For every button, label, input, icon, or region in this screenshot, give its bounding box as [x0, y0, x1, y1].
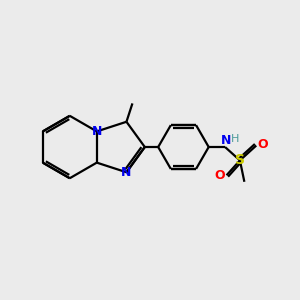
Text: S: S — [235, 153, 245, 167]
Text: N: N — [92, 125, 102, 138]
Text: N: N — [121, 166, 132, 179]
Text: O: O — [257, 138, 268, 152]
Text: N: N — [220, 134, 231, 147]
Text: O: O — [215, 169, 225, 182]
Text: H: H — [230, 134, 239, 144]
